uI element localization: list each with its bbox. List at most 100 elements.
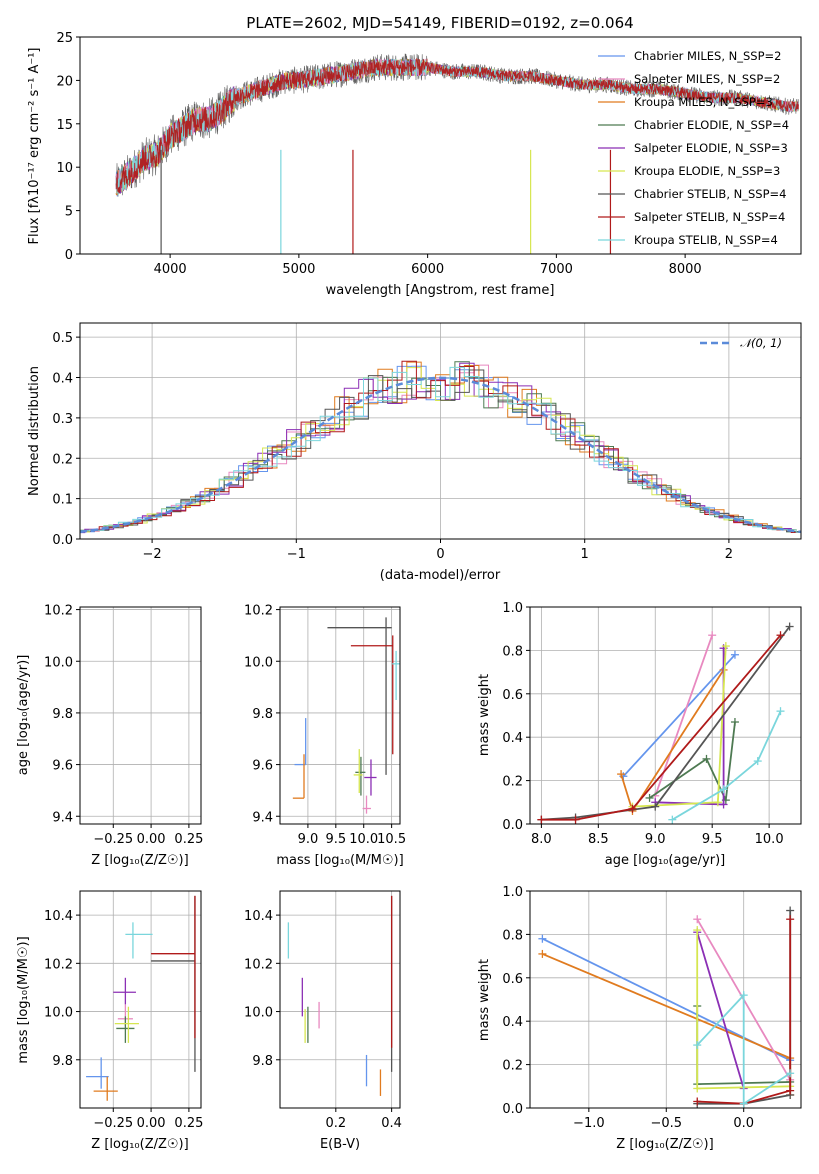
spectrum-xlabel: wavelength [Angstrom, rest frame] [326, 283, 555, 298]
massweight-vs-age-frame [529, 606, 802, 825]
errorbar-points [86, 895, 196, 1101]
y-tick-label: 1.0 [502, 601, 523, 616]
y-tick-label: 0 [65, 248, 73, 263]
mass-vs-EBV-panel: 0.2 0.4 9.8 10.0 10.2 10.4 E(B-V) [244, 890, 402, 1152]
x-tick-label: 9.5 [325, 832, 346, 847]
y-tick-label: 0.0 [502, 1102, 523, 1117]
y-tick-label: 9.8 [52, 707, 73, 722]
y-tick-label: 0.0 [52, 533, 73, 548]
y-tick-label: 0.4 [502, 1015, 523, 1030]
age-vs-Z-frame [79, 606, 202, 825]
x-tick-label: 10.5 [377, 832, 406, 847]
x-tick-label: 8000 [669, 262, 702, 277]
normal-curve [80, 376, 801, 534]
age-vs-mass-frame [279, 606, 401, 825]
legend-normal-label: 𝒩(0, 1) [740, 336, 782, 350]
legend-label: Kroupa ELODIE, N_SSP=3 [634, 164, 780, 178]
mass-weight-line [654, 634, 714, 797]
y-tick-label: 0.4 [52, 372, 73, 387]
mass-weight-line [697, 919, 792, 1105]
x-tick-label: 8.5 [588, 832, 609, 847]
x-tick-label: 5000 [282, 262, 315, 277]
y-tick-label: 0.2 [502, 1059, 523, 1074]
spectrum-line [115, 57, 799, 194]
x-tick-label: 8.0 [531, 832, 552, 847]
residuals-legend: 𝒩(0, 1) [700, 336, 782, 350]
massweight-vs-Z-frame [529, 890, 802, 1109]
y-tick-label: 10.4 [244, 909, 273, 924]
x-tick-label: 0.00 [137, 832, 166, 847]
mass-vs-EBV-frame [279, 890, 401, 1109]
errorbar-points [287, 895, 393, 1096]
x-tick-label: 0.0 [733, 1116, 754, 1131]
x-tick-label: −0.5 [650, 1116, 682, 1131]
x-tick-label: 10.0 [349, 832, 378, 847]
age-vs-Z-xlabel: Z [log₁₀(Z/Z☉)] [91, 853, 188, 868]
legend-label: Chabrier ELODIE, N_SSP=4 [634, 118, 789, 132]
legend-label: Chabrier STELIB, N_SSP=4 [634, 187, 786, 201]
y-tick-label: 0.8 [502, 644, 523, 659]
x-tick-label: 6000 [411, 262, 444, 277]
mass-vs-Z-frame [79, 890, 202, 1109]
residuals-ylabel: Normed distribution [27, 366, 42, 496]
y-tick-label: 10.2 [244, 957, 273, 972]
y-tick-label: 10 [56, 161, 73, 176]
x-tick-label: 7000 [540, 262, 573, 277]
y-tick-label: 0.0 [502, 818, 523, 833]
residual-histogram [80, 360, 801, 533]
residuals-panel: −2 −1 0 1 2 0.0 0.1 0.2 0.3 0.4 0.5 (data-model)/e… [27, 322, 802, 583]
mass-vs-Z-xlabel: Z [log₁₀(Z/Z☉)] [91, 1137, 188, 1152]
age-vs-mass-panel: 9.0 9.5 10.010.59.49.69.810.010.2 mass [lo… [244, 604, 406, 868]
x-tick-label: 2 [725, 547, 733, 562]
age-vs-Z-ylabel: age [log₁₀(age/yr)] [16, 655, 31, 776]
mass-vs-EBV-xlabel: E(B-V) [320, 1137, 360, 1152]
spectrum-frame [79, 36, 802, 255]
spectrum-ylabel: Flux [fλ10⁻¹⁷ erg cm⁻² s⁻¹ A⁻¹] [27, 48, 42, 245]
y-tick-label: 0.4 [502, 731, 523, 746]
y-tick-label: 9.6 [52, 759, 73, 774]
legend-label: Salpeter STELIB, N_SSP=4 [634, 210, 785, 224]
y-tick-label: 0.2 [52, 452, 73, 467]
y-tick-label: 0.5 [52, 331, 73, 346]
residual-histogram [80, 366, 801, 533]
x-tick-label: 9.0 [298, 832, 319, 847]
mass-weight-line [671, 710, 782, 821]
x-tick-label: 9.0 [645, 832, 666, 847]
y-tick-label: 5 [65, 205, 73, 220]
y-tick-label: 9.4 [52, 810, 73, 825]
y-tick-label: 10.0 [244, 655, 273, 670]
x-tick-label: −0.25 [93, 1116, 133, 1131]
x-tick-label: 10.0 [755, 832, 784, 847]
residuals-xlabel: (data-model)/error [380, 568, 501, 583]
age-vs-Z-panel: −0.25 0.00 0.25 9.4 9.6 9.8 10.0 10.2 Z [log₁₀(… [16, 604, 203, 868]
y-tick-label: 0.1 [52, 493, 73, 508]
legend-label: Salpeter MILES, N_SSP=2 [634, 72, 780, 86]
y-tick-label: 10.0 [44, 655, 73, 670]
x-tick-label: 0 [436, 547, 444, 562]
x-tick-label: 4000 [154, 262, 187, 277]
y-tick-label: 0.3 [52, 412, 73, 427]
y-tick-label: 10.4 [44, 909, 73, 924]
y-tick-label: 15 [56, 118, 73, 133]
legend-label: Chabrier MILES, N_SSP=2 [634, 49, 781, 63]
y-tick-label: 9.8 [252, 707, 273, 722]
massweight-vs-age-panel: 8.0 8.5 9.0 9.5 10.0 0.0 0.2 0.4 0.6 0.8 1.0 age [… [477, 601, 802, 868]
spectrum-lines [115, 53, 799, 254]
mass-weight-line [696, 931, 745, 1089]
mass-weight-line [696, 992, 791, 1106]
massweight-vs-Z-ylabel: mass weight [477, 959, 492, 1041]
x-tick-label: −1.0 [573, 1116, 605, 1131]
y-tick-label: 9.4 [252, 810, 273, 825]
y-tick-label: 0.6 [502, 688, 523, 703]
mass-weight-line [649, 721, 736, 804]
massweight-vs-age-ylabel: mass weight [477, 674, 492, 756]
massweight-vs-Z-panel: −1.0 −0.5 0.0 0.0 0.2 0.4 0.6 0.8 1.0 Z [log₁₀(Z… [477, 885, 802, 1152]
y-tick-label: 0.6 [502, 972, 523, 987]
y-tick-label: 9.6 [252, 759, 273, 774]
massweight-vs-age-xlabel: age [log₁₀(age/yr)] [605, 853, 726, 868]
residuals-hists [80, 360, 801, 535]
mass-weight-line [622, 654, 736, 777]
y-tick-label: 10.0 [44, 1006, 73, 1021]
legend-label: Kroupa MILES, N_SSP=3 [634, 95, 773, 109]
